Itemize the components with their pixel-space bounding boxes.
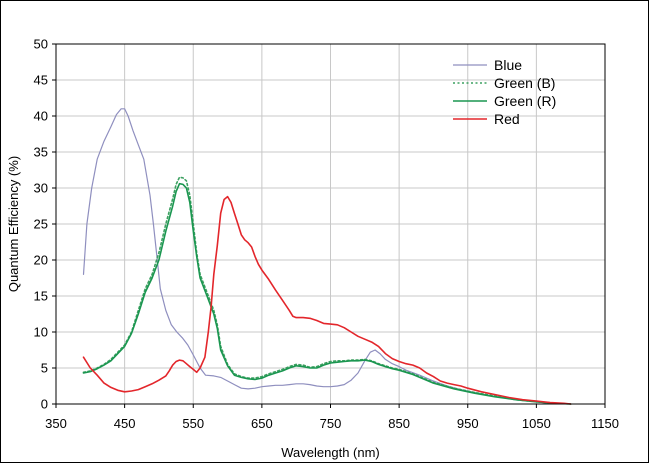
x-tick-label: 750 xyxy=(320,416,342,431)
series-line-green-r xyxy=(82,182,572,405)
legend-label: Blue xyxy=(494,57,522,73)
y-tick-label: 45 xyxy=(34,73,48,88)
tick-labels: 0 5 10 15 20 25 30 35 40 45 50 350 450 550 650 750 850 95… xyxy=(34,37,619,432)
x-tick-label: 650 xyxy=(251,416,273,431)
legend-label: Green (R) xyxy=(494,93,556,109)
x-tick-label: 450 xyxy=(114,416,136,431)
y-tick-label: 10 xyxy=(34,325,48,340)
plot-area-border xyxy=(55,43,606,405)
legend-label: Red xyxy=(494,111,520,127)
series-line-red xyxy=(82,195,572,405)
y-tick-label: 5 xyxy=(41,361,48,376)
legend-label: Green (B) xyxy=(494,75,555,91)
y-tick-label: 20 xyxy=(34,253,48,268)
y-tick-label: 30 xyxy=(34,181,48,196)
y-tick-label: 40 xyxy=(34,109,48,124)
x-axis-label: Wavelength (nm) xyxy=(281,445,380,460)
x-tick-label: 550 xyxy=(182,416,204,431)
x-tick-label: 1150 xyxy=(591,416,619,431)
x-tick-label: 950 xyxy=(457,416,479,431)
series-line-blue xyxy=(82,108,572,405)
y-tick-label: 25 xyxy=(34,217,48,232)
series-lines xyxy=(82,108,572,405)
x-tick-label: 850 xyxy=(388,416,410,431)
x-tick-label: 350 xyxy=(45,416,67,431)
y-axis-label: Quantum Efficiency (%) xyxy=(6,156,21,292)
series-line-green-b xyxy=(82,176,572,405)
legend: Blue Green (B) Green (R) Red xyxy=(453,57,556,127)
y-tick-label: 35 xyxy=(34,145,48,160)
x-tick-label: 1050 xyxy=(522,416,551,431)
y-tick-label: 0 xyxy=(41,397,48,412)
y-tick-label: 15 xyxy=(34,289,48,304)
y-tick-label: 50 xyxy=(34,37,48,52)
